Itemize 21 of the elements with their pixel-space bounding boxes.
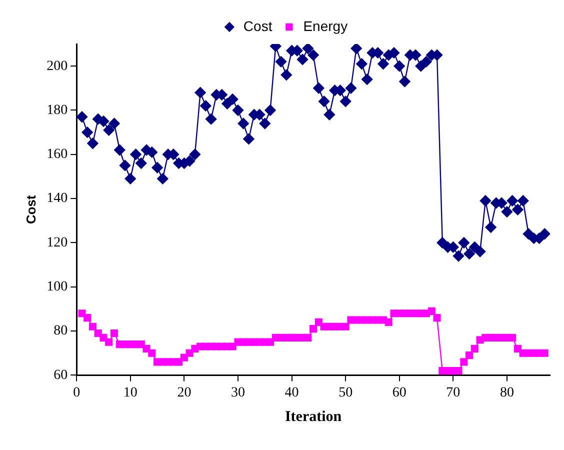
legend-label: Energy bbox=[303, 18, 348, 34]
y-tick-label: 180 bbox=[46, 102, 68, 118]
y-tick-label: 140 bbox=[46, 191, 68, 206]
y-tick-label: 80 bbox=[54, 324, 68, 339]
x-axis-title: Iteration bbox=[284, 408, 342, 425]
x-tick-label: 40 bbox=[284, 385, 299, 400]
y-tick-label: 160 bbox=[46, 147, 68, 162]
y-tick-label: 120 bbox=[46, 235, 68, 250]
x-tick-label: 20 bbox=[177, 385, 192, 400]
x-tick-label: 80 bbox=[500, 385, 514, 400]
legend-label: Cost bbox=[243, 18, 272, 34]
y-tick-label: 100 bbox=[46, 280, 68, 295]
y-tick-label: 200 bbox=[46, 58, 68, 74]
x-tick-label: 60 bbox=[392, 385, 406, 400]
x-tick-label: 10 bbox=[123, 385, 138, 400]
y-tick-label: 60 bbox=[54, 368, 68, 383]
x-tick-label: 30 bbox=[230, 385, 245, 400]
x-tick-label: 70 bbox=[446, 385, 460, 400]
x-tick-label: 50 bbox=[338, 385, 353, 400]
x-tick-label: 0 bbox=[73, 385, 80, 400]
y-axis-title: Cost bbox=[23, 194, 38, 224]
